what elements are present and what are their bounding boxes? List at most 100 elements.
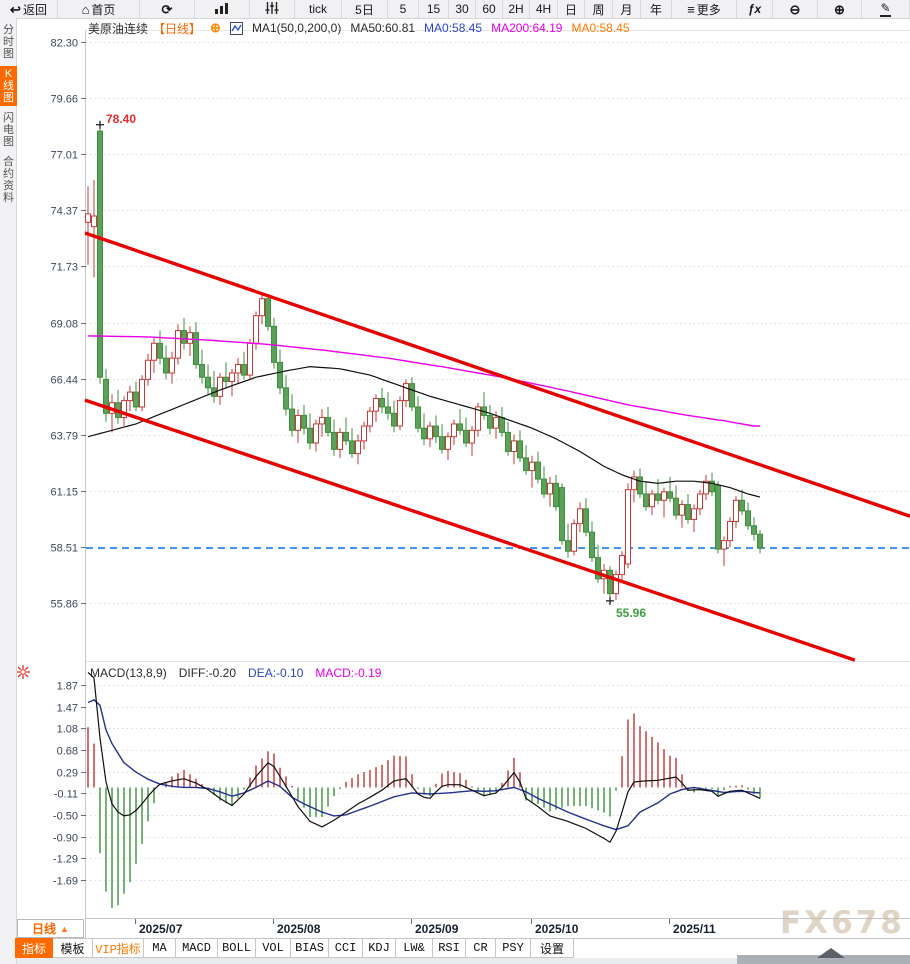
svg-text:58.51: 58.51	[50, 543, 78, 555]
toolbar-button-label: 年	[649, 2, 662, 17]
back-icon: ↩	[10, 1, 21, 17]
svg-text:78.40: 78.40	[106, 112, 136, 126]
refresh-icon: ⟳	[161, 1, 173, 17]
ma0-orange-value: MA0:58.45	[571, 21, 630, 35]
svg-text:2025/10: 2025/10	[535, 922, 579, 936]
period-selector[interactable]: 日线 ▲	[17, 919, 84, 938]
indicator-tab[interactable]: 指标	[15, 938, 53, 958]
indicator-tab[interactable]: RSI	[433, 938, 466, 958]
svg-text:0.68: 0.68	[57, 746, 78, 758]
toolbar-button-label: 5	[399, 2, 407, 16]
svg-text:-0.90: -0.90	[53, 833, 78, 845]
sidebar-tab-active[interactable]: K线图	[0, 66, 17, 106]
svg-text:77.01: 77.01	[50, 150, 78, 162]
macd-title: MACD(13,8,9)	[90, 666, 167, 680]
period-week-button[interactable]: 周	[585, 0, 613, 18]
indicator-tab[interactable]: LW&	[396, 938, 433, 958]
period-30m-button[interactable]: 30	[449, 0, 476, 18]
toolbar-button-label: 月	[620, 2, 633, 17]
indicator-tab[interactable]: KDJ	[363, 938, 396, 958]
zoom-in-button[interactable]: ⊕	[818, 0, 862, 18]
fx-icon: ƒx	[747, 2, 762, 16]
period-15m-button[interactable]: 15	[419, 0, 449, 18]
indicator-tab[interactable]: 设置	[531, 938, 574, 958]
toolbar-button-label: 30	[455, 2, 469, 16]
toolbar-button-label: 60	[482, 2, 496, 16]
chart-scrollbar[interactable]	[737, 948, 910, 964]
home-button[interactable]: ⌂ 首页	[58, 0, 140, 18]
indicator-tab[interactable]: CCI	[329, 938, 363, 958]
symbol-name: 美原油连续	[88, 21, 149, 36]
refresh-button[interactable]: ⟳	[140, 0, 195, 18]
svg-text:-1.29: -1.29	[53, 854, 78, 866]
period-day-button[interactable]: 日	[558, 0, 585, 18]
back-button[interactable]: ↩ 返回	[0, 0, 58, 18]
add-indicator-icon[interactable]: ⊕	[210, 20, 221, 35]
tick-button[interactable]: tick	[295, 0, 342, 18]
macd-diff-value: DIFF:-0.20	[178, 666, 237, 680]
sliders-icon	[265, 1, 279, 17]
pencil-icon: ✎	[880, 1, 891, 17]
indicator-tab[interactable]: MA	[144, 938, 176, 958]
period-selector-label: 日线	[32, 922, 57, 936]
svg-text:69.08: 69.08	[50, 319, 78, 331]
indicator-tab[interactable]: BOLL	[218, 938, 256, 958]
chart-header: 美原油连续 【日线】 ⊕ MA1(50,0,200,0) MA50:60.81 …	[88, 20, 630, 36]
svg-text:55.86: 55.86	[50, 599, 78, 611]
indicator-tab[interactable]: CR	[466, 938, 496, 958]
svg-text:-0.50: -0.50	[53, 811, 78, 823]
indicator-tab[interactable]: PSY	[496, 938, 531, 958]
draw-button[interactable]: ✎	[862, 0, 910, 18]
period-5m-button[interactable]: 5	[388, 0, 419, 18]
sidebar-tab-item[interactable]: 分时图	[3, 24, 14, 60]
period-60m-button[interactable]: 60	[476, 0, 503, 18]
expand-up-icon[interactable]	[817, 948, 845, 958]
indicator-tab[interactable]: VOL	[256, 938, 291, 958]
left-sidebar: 分时图 K线图闪电图合约资料	[0, 18, 17, 964]
zoom-out-button[interactable]: ⊖	[773, 0, 818, 18]
indicator-tab[interactable]: BIAS	[291, 938, 329, 958]
toolbar-button-label: 4H	[535, 2, 552, 16]
svg-text:66.44: 66.44	[50, 375, 78, 387]
svg-text:79.66: 79.66	[50, 94, 78, 106]
ma200-value: MA200:64.19	[491, 21, 563, 35]
svg-text:2025/09: 2025/09	[415, 922, 459, 936]
toolbar-button-label: 周	[592, 2, 605, 17]
indicator-settings-button[interactable]	[250, 0, 295, 18]
top-toolbar: ↩ 返回 ⌂ 首页 ⟳ tick 5日 5 15 30 60 2H 4H 日周月 年 ≡ 更多 ƒx ⊖ ⊕ ✎	[0, 0, 910, 19]
sidebar-tab-item[interactable]: 闪电图	[3, 112, 14, 148]
indicator-tab[interactable]: MACD	[176, 938, 218, 958]
svg-text:2025/11: 2025/11	[673, 922, 716, 936]
mini-chart-icon	[229, 21, 243, 35]
more-button[interactable]: ≡ 更多	[672, 0, 737, 18]
svg-text:74.37: 74.37	[50, 206, 78, 218]
svg-text:2025/07: 2025/07	[139, 922, 183, 936]
macd-header: MACD(13,8,9) DIFF:-0.20 DEA:-0.10 MACD:-…	[90, 666, 381, 680]
fx-button[interactable]: ƒx	[737, 0, 773, 18]
svg-text:-1.69: -1.69	[53, 876, 78, 888]
indicator-tab[interactable]: VIP指标	[93, 938, 144, 958]
chart-type-button[interactable]	[195, 0, 250, 18]
period-2h-button[interactable]: 2H	[503, 0, 530, 18]
zoom-in-icon: ⊕	[834, 1, 845, 17]
bar-chart-icon	[214, 2, 230, 17]
period-month-button[interactable]: 月	[613, 0, 641, 18]
svg-text:1.47: 1.47	[57, 703, 78, 715]
period-5d-button[interactable]: 5日	[342, 0, 388, 18]
menu-icon: ≡	[687, 1, 695, 17]
svg-text:1.87: 1.87	[57, 681, 78, 693]
period-year-button[interactable]: 年	[641, 0, 672, 18]
svg-text:-0.11: -0.11	[54, 789, 78, 801]
toolbar-button-label: 首页	[91, 2, 116, 17]
period-4h-button[interactable]: 4H	[530, 0, 558, 18]
sidebar-tab-item[interactable]: 合约资料	[3, 156, 14, 204]
macd-macd-value: MACD:-0.19	[315, 666, 382, 680]
indicator-tab[interactable]: 模板	[53, 938, 93, 958]
macd-settings-icon[interactable]	[15, 664, 31, 680]
toolbar-button-label: 2H	[508, 2, 524, 16]
zoom-out-icon: ⊖	[789, 1, 801, 17]
ma-settings-label: MA1(50,0,200,0)	[251, 21, 342, 35]
svg-text:1.08: 1.08	[57, 724, 78, 736]
